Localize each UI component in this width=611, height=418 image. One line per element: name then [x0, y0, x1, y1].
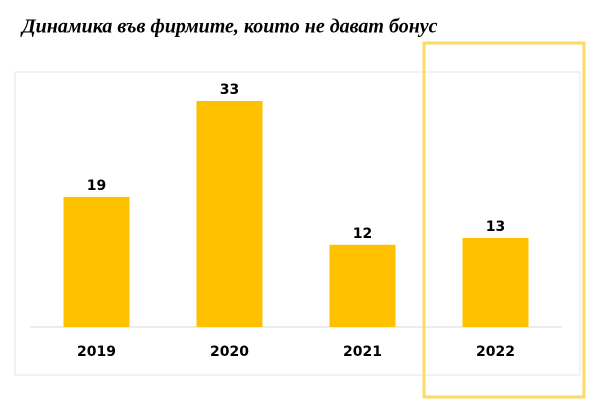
- x-tick-label: 2020: [210, 344, 249, 360]
- highlight-box: [422, 41, 586, 399]
- data-label: 13: [486, 219, 505, 235]
- bar: [63, 196, 130, 327]
- data-label: 12: [353, 226, 372, 242]
- x-tick-label: 2021: [343, 344, 382, 360]
- bar: [196, 101, 263, 327]
- bar: [462, 237, 529, 327]
- bar: [329, 244, 396, 327]
- plot-frame: [14, 71, 581, 376]
- chart-title: Динамика във фирмите, които не дават бон…: [20, 16, 438, 38]
- x-tick-label: 2019: [77, 344, 116, 360]
- x-tick-label: 2022: [476, 344, 515, 360]
- data-label: 33: [220, 82, 239, 98]
- data-label: 19: [87, 178, 106, 194]
